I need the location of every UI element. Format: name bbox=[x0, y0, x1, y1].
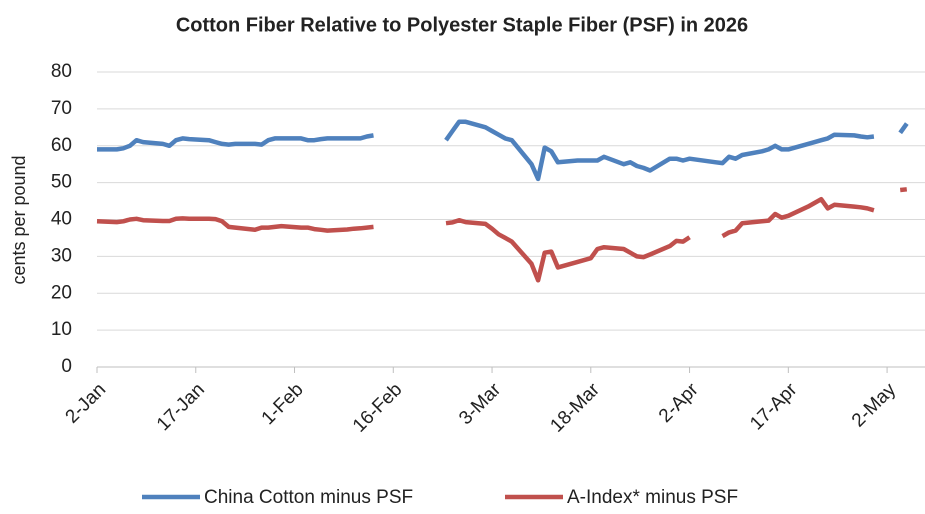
x-tick-label: 1-Feb bbox=[258, 379, 308, 429]
x-tick-label: 2-May bbox=[848, 379, 901, 432]
y-tick-label: 0 bbox=[61, 356, 72, 377]
x-tick-label: 18-Mar bbox=[546, 379, 604, 437]
y-tick-label: 30 bbox=[51, 245, 72, 266]
y-tick-label: 60 bbox=[51, 135, 72, 156]
chart-title: Cotton Fiber Relative to Polyester Stapl… bbox=[176, 14, 748, 36]
legend-label: China Cotton minus PSF bbox=[204, 487, 413, 508]
x-tick-label: 3-Mar bbox=[455, 379, 505, 429]
y-tick-label: 10 bbox=[51, 319, 72, 340]
y-tick-label: 40 bbox=[51, 209, 72, 230]
y-axis-label: cents per pound bbox=[9, 155, 29, 284]
series-line bbox=[96, 187, 908, 283]
y-tick-label: 50 bbox=[51, 172, 72, 193]
y-tick-label: 70 bbox=[51, 98, 72, 119]
y-tick-label: 80 bbox=[51, 61, 72, 82]
x-tick-label: 2-Jan bbox=[62, 379, 110, 427]
legend-label: A-Index* minus PSF bbox=[567, 487, 738, 508]
x-tick-label: 2-Apr bbox=[655, 379, 703, 427]
series-line bbox=[97, 119, 909, 182]
x-tick-label: 17-Apr bbox=[746, 379, 802, 435]
x-tick-label: 17-Jan bbox=[153, 379, 209, 435]
y-tick-label: 20 bbox=[51, 282, 72, 303]
x-tick-label: 16-Feb bbox=[349, 379, 406, 436]
